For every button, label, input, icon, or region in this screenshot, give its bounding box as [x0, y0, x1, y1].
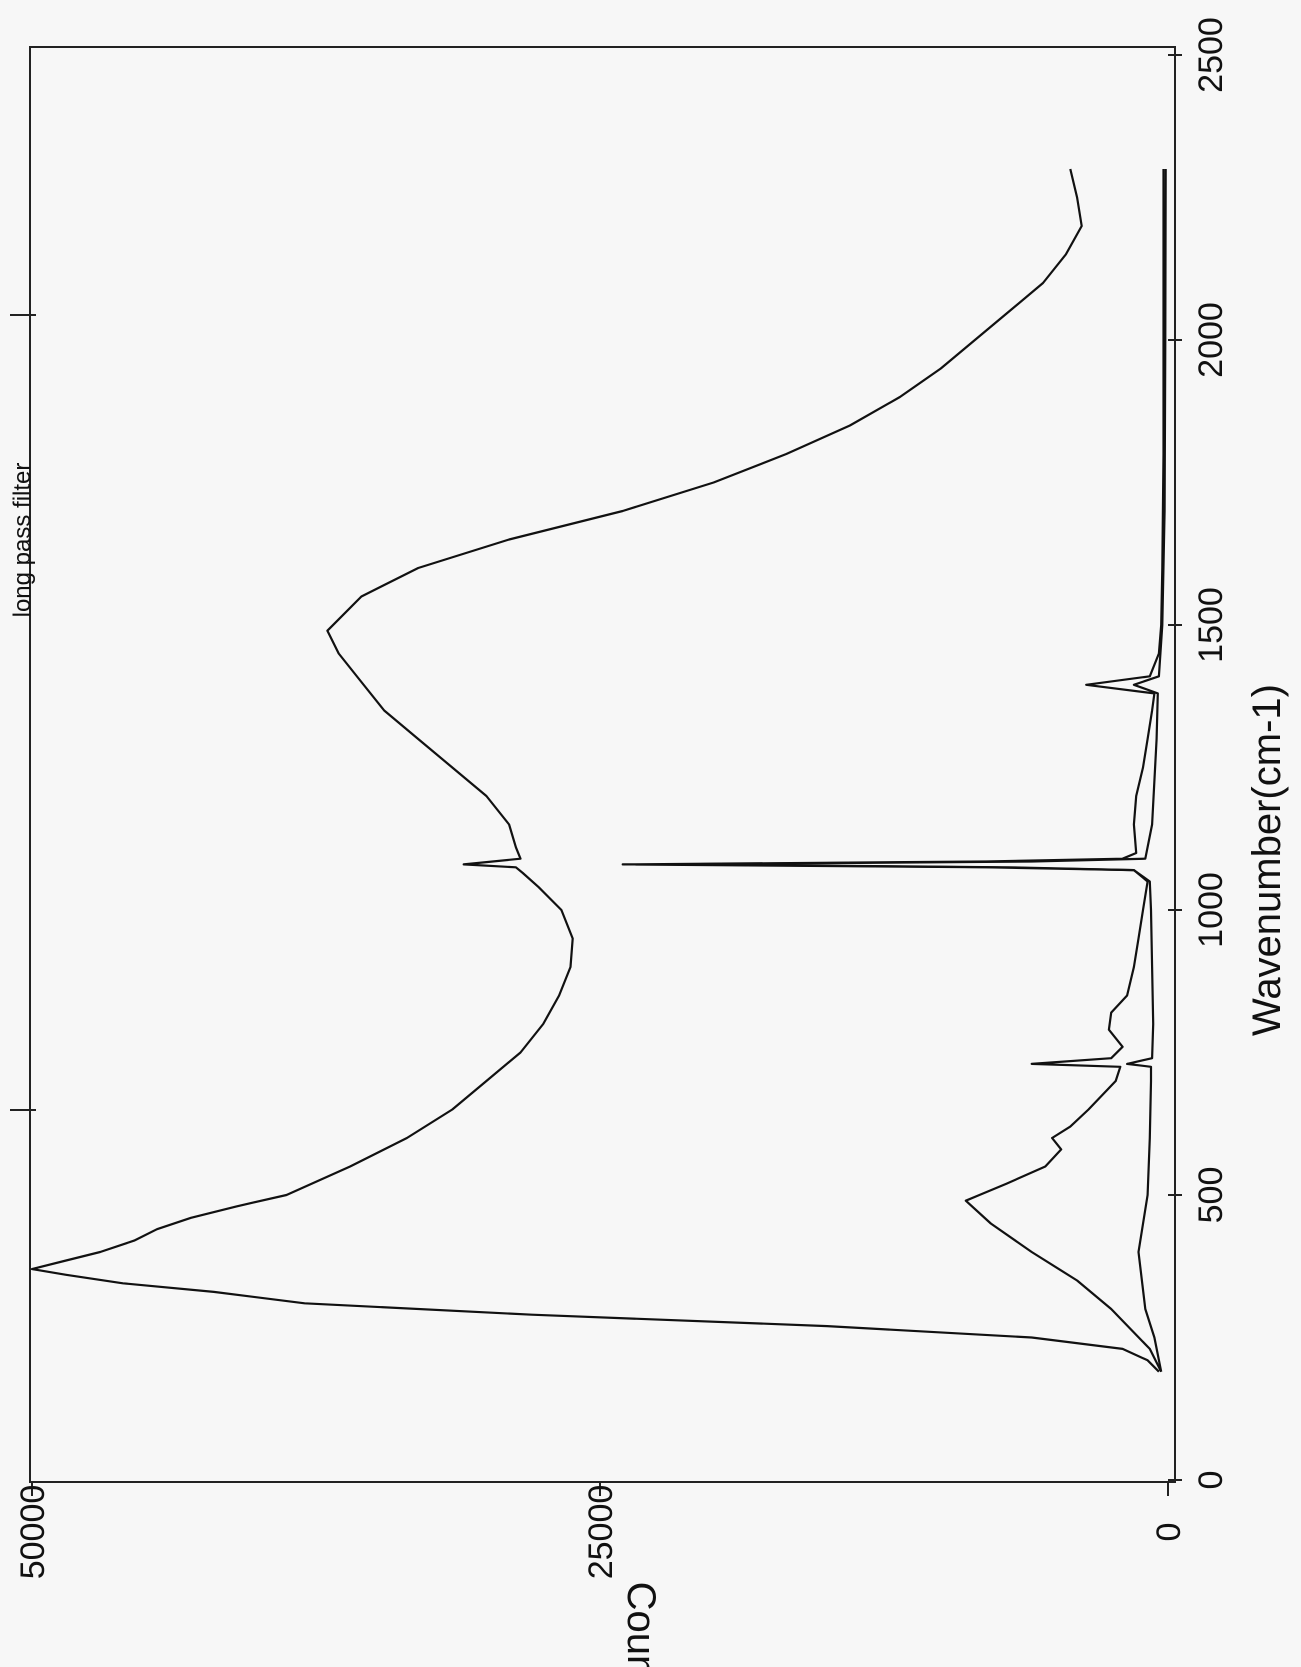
x-tick-label: 2000	[1192, 302, 1230, 378]
series-line-3	[667, 168, 1167, 1372]
series-group	[30, 168, 1167, 1373]
y-axis-title: Counts	[619, 1582, 663, 1667]
x-tick-label: 1500	[1192, 587, 1230, 663]
plot-frame	[29, 46, 1176, 1483]
x-axis-ticks: 0 500 1000 1500 2000 2500	[1168, 17, 1230, 1489]
x-tick-label: 500	[1192, 1167, 1230, 1224]
y-tick-label: 50000	[14, 1485, 52, 1580]
x-tick-label: 0	[1192, 1471, 1230, 1490]
series-line-2	[621, 169, 1165, 1373]
y-axis-ticks: 0 25000 50000	[14, 1482, 1188, 1579]
x-tick-label: 2500	[1192, 17, 1230, 93]
y-tick-label: 0	[1150, 1523, 1188, 1542]
annotation-long-pass-filter: long pass filter	[9, 463, 36, 618]
series-line-1	[30, 168, 1160, 1373]
x-tick-label: 1000	[1192, 872, 1230, 948]
x-axis-title: Wavenumber(cm-1)	[1245, 684, 1289, 1036]
y-tick-label: 25000	[582, 1485, 620, 1580]
